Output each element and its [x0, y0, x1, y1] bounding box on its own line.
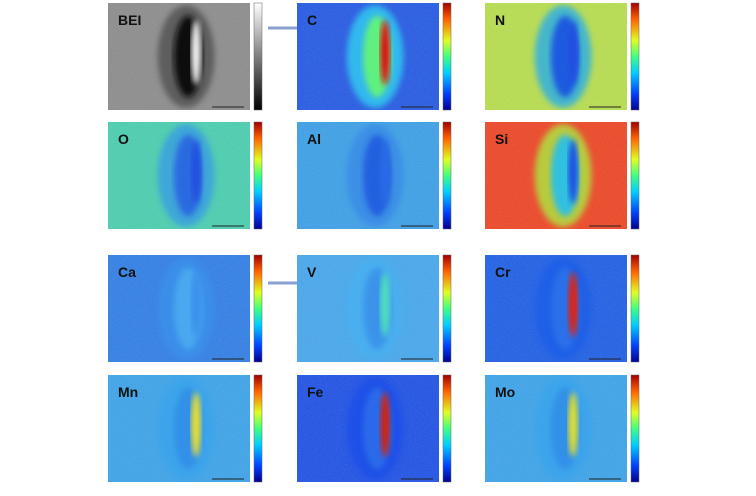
map-streak — [191, 139, 202, 204]
element-label: Cr — [495, 264, 511, 280]
map-image — [108, 3, 250, 110]
element-map-panel: Al — [297, 121, 452, 230]
element-label: BEI — [118, 12, 141, 28]
element-map-panel: BEI — [108, 2, 263, 111]
map-streak — [380, 272, 391, 337]
element-map-panel: C — [297, 2, 452, 111]
element-map-panel: Si — [485, 121, 640, 230]
color-bar — [442, 121, 452, 230]
color-bar — [253, 374, 263, 483]
map-streak — [380, 139, 391, 204]
map-image — [485, 3, 627, 110]
element-label: Ca — [118, 264, 136, 280]
map-image — [297, 3, 439, 110]
element-label: N — [495, 12, 505, 28]
color-bar — [630, 374, 640, 483]
element-map-panel: Mo — [485, 374, 640, 483]
element-map-panel: O — [108, 121, 263, 230]
map-streak — [568, 20, 579, 85]
map-streak — [191, 392, 202, 457]
color-bar — [253, 254, 263, 363]
element-label: Al — [307, 131, 321, 147]
element-map-panel: Fe — [297, 374, 452, 483]
element-map-panel: Ca — [108, 254, 263, 363]
map-streak — [568, 139, 579, 204]
map-streak — [380, 392, 391, 457]
color-bar — [253, 121, 263, 230]
color-bar — [442, 2, 452, 111]
map-image — [297, 122, 439, 229]
color-bar — [442, 374, 452, 483]
map-streak — [191, 20, 202, 85]
map-streak — [568, 272, 579, 337]
map-image — [108, 122, 250, 229]
color-bar — [442, 254, 452, 363]
color-bar — [630, 2, 640, 111]
element-label: Mo — [495, 384, 515, 400]
element-label: O — [118, 131, 129, 147]
map-image — [297, 255, 439, 362]
map-streak — [568, 392, 579, 457]
map-image — [108, 255, 250, 362]
element-map-panel: V — [297, 254, 452, 363]
element-label: V — [307, 264, 317, 280]
map-image — [485, 375, 627, 482]
element-label: Mn — [118, 384, 138, 400]
map-image — [297, 375, 439, 482]
color-bar — [253, 2, 263, 111]
element-label: C — [307, 12, 317, 28]
element-map-panel: Mn — [108, 374, 263, 483]
map-image — [485, 255, 627, 362]
color-bar — [630, 254, 640, 363]
element-label: Si — [495, 131, 508, 147]
element-map-panel: Cr — [485, 254, 640, 363]
element-label: Fe — [307, 384, 324, 400]
map-streak — [191, 272, 202, 337]
map-streak — [380, 20, 391, 85]
element-map-panel: N — [485, 2, 640, 111]
map-image — [108, 375, 250, 482]
map-image — [485, 122, 627, 229]
color-bar — [630, 121, 640, 230]
